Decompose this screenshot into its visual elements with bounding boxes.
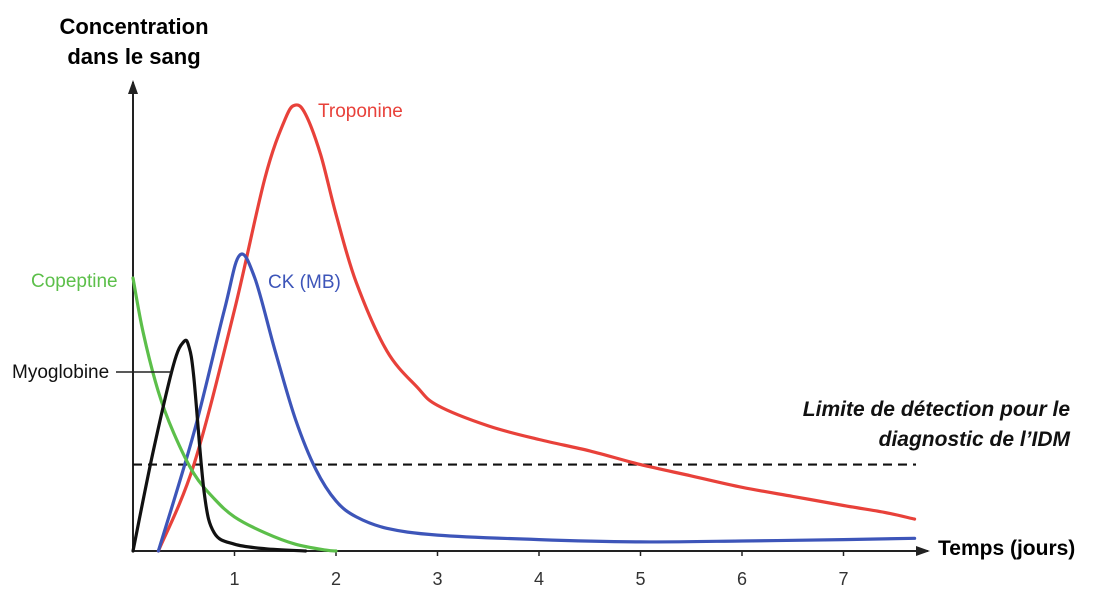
series-line-troponine xyxy=(156,103,917,553)
x-tick-label: 3 xyxy=(432,569,442,589)
y-axis-title-line-1: Concentration xyxy=(59,14,209,39)
x-tick-label: 4 xyxy=(534,569,544,589)
series-label-myoglobine: Myoglobine xyxy=(12,362,109,383)
x-tick-label: 2 xyxy=(331,569,341,589)
x-tick-label: 5 xyxy=(635,569,645,589)
y-axis-title-line-2: dans le sang xyxy=(67,43,201,69)
x-axis-title: Temps (jours) xyxy=(938,537,1076,560)
series-line-ck-mb xyxy=(156,252,917,553)
series-line-copeptine xyxy=(131,276,338,553)
detection-limit-annotation: Limite de détection pour le diagnostic d… xyxy=(740,395,1070,456)
x-tick-label: 7 xyxy=(838,569,848,589)
detection-limit-annotation-line-1: Limite de détection pour le xyxy=(802,398,1070,421)
x-tick-label: 6 xyxy=(737,569,747,589)
x-tick-label: 1 xyxy=(229,569,239,589)
series-label-troponine: Troponine xyxy=(318,101,403,122)
series-label-copeptine: Copeptine xyxy=(31,271,118,292)
series-label-ck-mb: CK (MB) xyxy=(268,272,341,293)
series-line-myoglobine xyxy=(131,338,308,553)
y-axis-title: Concentration dans le sang xyxy=(14,12,254,71)
detection-limit-annotation-line-2: diagnostic de l’IDM xyxy=(878,428,1070,452)
